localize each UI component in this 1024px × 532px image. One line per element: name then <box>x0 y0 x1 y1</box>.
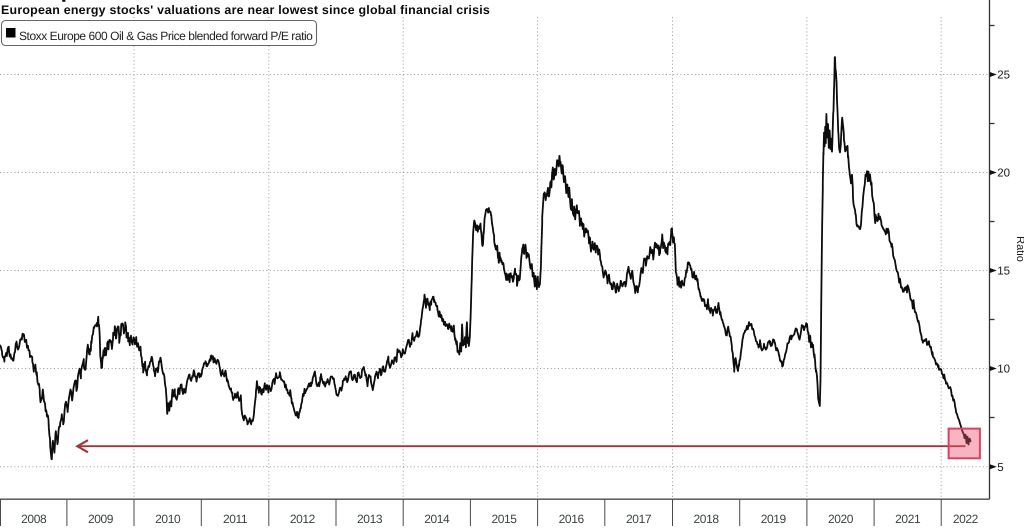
svg-text:2010: 2010 <box>155 512 181 526</box>
svg-text:2021: 2021 <box>895 512 921 526</box>
svg-text:European energy stocks' valuat: European energy stocks' valuations are n… <box>1 3 490 17</box>
svg-text:2009: 2009 <box>88 512 114 526</box>
svg-text:Stoxx Europe 600 Oil & Gas Pri: Stoxx Europe 600 Oil & Gas Price blended… <box>19 29 313 43</box>
svg-text:2017: 2017 <box>626 512 652 526</box>
svg-text:2016: 2016 <box>559 512 585 526</box>
svg-text:2012: 2012 <box>290 512 316 526</box>
svg-text:2013: 2013 <box>357 512 383 526</box>
svg-text:2022: 2022 <box>953 512 979 526</box>
svg-text:2020: 2020 <box>828 512 854 526</box>
svg-text:2019: 2019 <box>761 512 787 526</box>
svg-text:2018: 2018 <box>694 512 720 526</box>
svg-text:25: 25 <box>997 70 1010 82</box>
svg-text:2011: 2011 <box>223 512 248 526</box>
svg-text:10: 10 <box>997 364 1010 376</box>
svg-text:2015: 2015 <box>491 512 517 526</box>
svg-text:20: 20 <box>997 168 1010 180</box>
svg-text:5: 5 <box>997 462 1003 474</box>
svg-text:Ratio: Ratio <box>1014 236 1024 262</box>
svg-text:2014: 2014 <box>424 512 450 526</box>
svg-text:15: 15 <box>997 266 1010 278</box>
svg-text:2008: 2008 <box>21 512 47 526</box>
